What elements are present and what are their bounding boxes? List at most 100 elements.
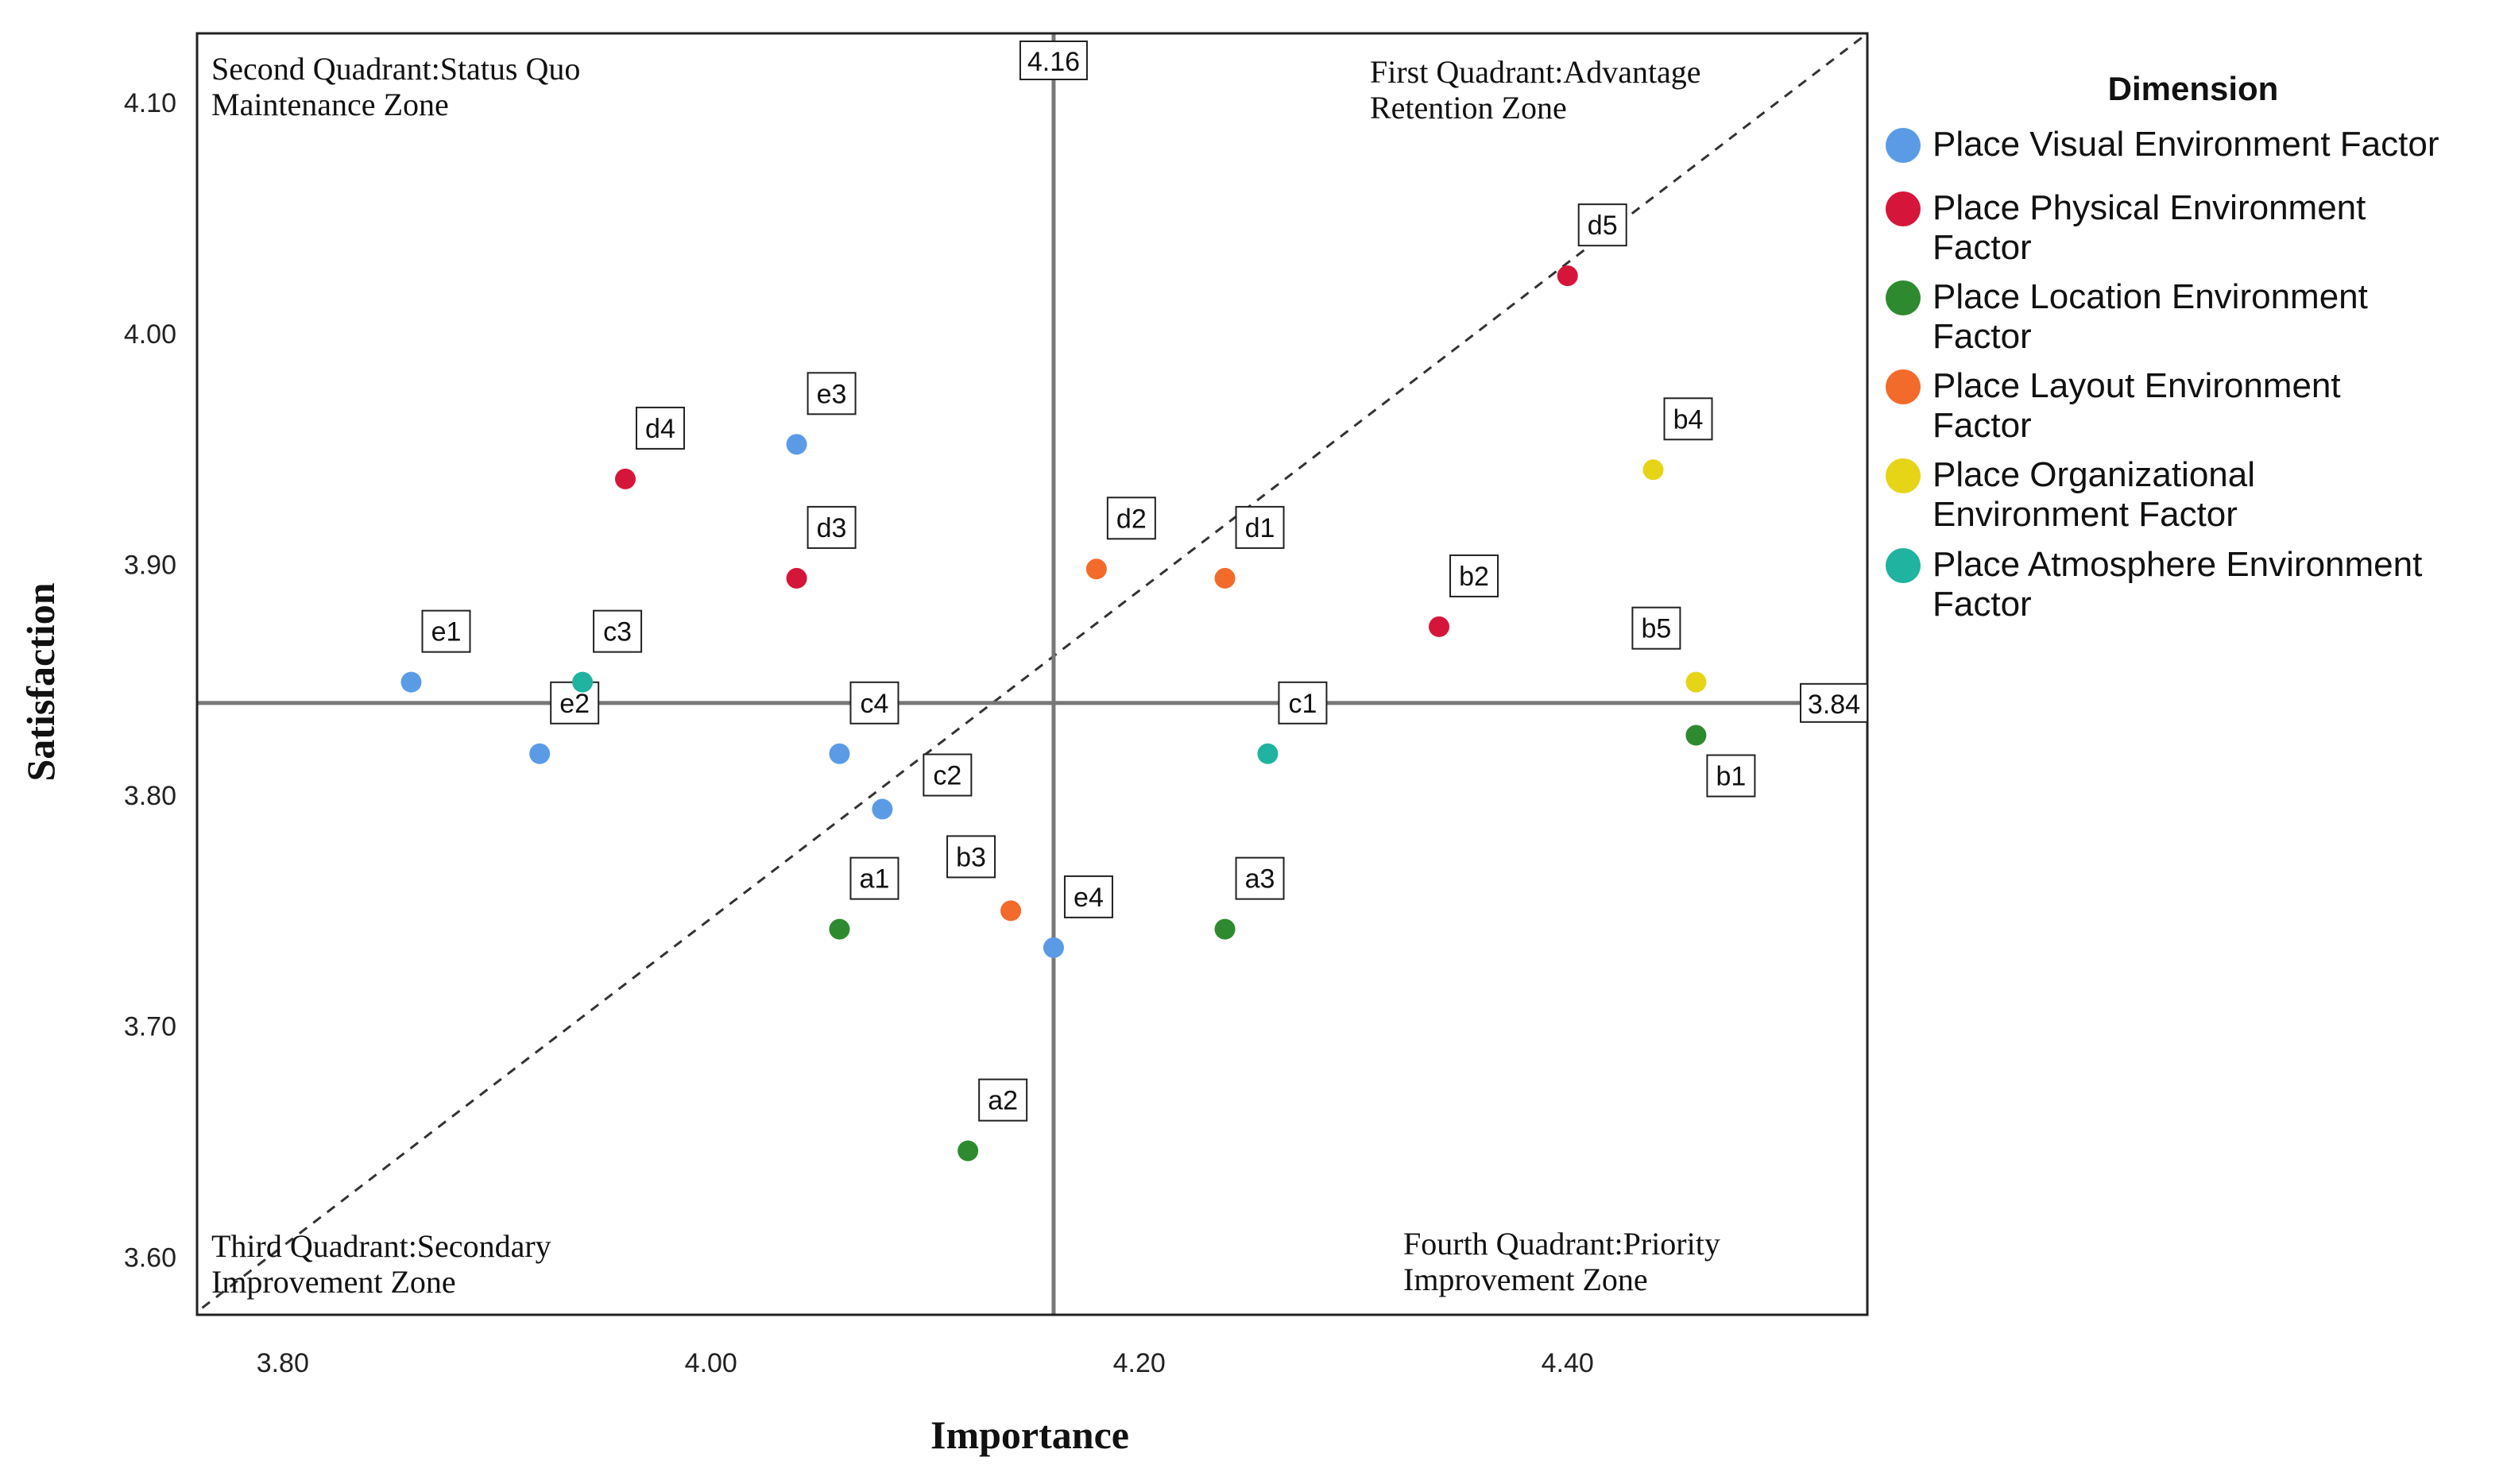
- point-label: b1: [1716, 762, 1746, 792]
- legend-entry-label: Place Location Environment: [1932, 277, 2368, 316]
- data-points-group: e1 e2 e3 c4 c2 e4 d4 d3 b2 d5 a1 a2 a3 b1 d2 d1 b3 b4 b5 c3…: [400, 203, 1756, 1161]
- legend-entry-label: Place Visual Environment Factor: [1932, 125, 2439, 164]
- point-label-box: [1063, 875, 1113, 918]
- data-point-marker: [1000, 900, 1022, 922]
- y-tick-label: 4.00: [124, 319, 176, 350]
- point-label: a2: [988, 1086, 1018, 1116]
- reference-value-labels: 4.16 3.84: [1019, 41, 1868, 723]
- point-label-box: [807, 372, 857, 415]
- point-label: a1: [860, 864, 890, 895]
- data-point-marker: [1043, 937, 1064, 958]
- data-point-marker: [400, 671, 422, 693]
- quadrant-label-line1: Second Quadrant:Status Quo: [211, 51, 580, 87]
- quadrant-label-line1: Third Quadrant:Secondary: [211, 1228, 551, 1264]
- legend-entry-label: Place Organizational: [1932, 455, 2255, 494]
- data-point-marker: [958, 1140, 979, 1161]
- x-axis-title: Importance: [930, 1413, 1129, 1457]
- legend-entry-label: Factor: [1932, 406, 2032, 445]
- y-tick-label: 4.10: [124, 88, 176, 118]
- point-label: e4: [1074, 883, 1104, 913]
- legend-marker: [1886, 548, 1921, 583]
- importance-mean-value: 4.16: [1027, 47, 1080, 77]
- point-label-box: [635, 406, 685, 450]
- legend-entry-label: Factor: [1932, 228, 2032, 267]
- point-label-box: [1449, 554, 1499, 597]
- x-tick-label: 4.20: [1113, 1348, 1166, 1378]
- data-point-marker: [1557, 265, 1578, 287]
- quadrant-reference-lines: [197, 33, 1867, 1315]
- legend-entry-label: Place Atmosphere Environment: [1932, 545, 2422, 584]
- point-label-box: [978, 1078, 1028, 1122]
- data-point-marker: [872, 798, 893, 820]
- data-point-marker: [529, 743, 551, 764]
- point-label: b4: [1673, 404, 1704, 435]
- quadrant-label-line1: Fourth Quadrant:Priority: [1403, 1226, 1720, 1262]
- point-label: e3: [817, 379, 847, 409]
- point-label-box: [849, 856, 900, 900]
- x-tick-label: 3.80: [257, 1348, 309, 1378]
- data-point-marker: [786, 434, 807, 455]
- quadrant-label-line2: Improvement Zone: [211, 1264, 456, 1300]
- point-label: c1: [1288, 689, 1317, 719]
- legend-marker: [1886, 128, 1921, 163]
- y-tick-label: 3.80: [124, 781, 176, 811]
- point-label: d5: [1588, 211, 1618, 241]
- diagonal-reference-group: [197, 33, 1867, 1314]
- data-point-marker: [614, 468, 636, 489]
- point-label-box: [1663, 397, 1713, 441]
- data-point-marker: [1685, 671, 1707, 693]
- legend-entry-label: Factor: [1932, 317, 2032, 356]
- point-label: b3: [956, 842, 986, 872]
- y-tick-label: 3.90: [124, 550, 176, 580]
- quadrant-label-line2: Improvement Zone: [1403, 1262, 1648, 1297]
- legend-marker: [1886, 458, 1921, 493]
- importance-mean-box: [1019, 41, 1088, 80]
- point-label: d2: [1116, 504, 1147, 534]
- legend-marker: [1886, 280, 1921, 315]
- point-label: b2: [1459, 562, 1489, 592]
- point-label-box: [807, 505, 857, 549]
- point-label: e2: [559, 689, 590, 719]
- point-label: a3: [1245, 864, 1275, 895]
- data-point-marker: [1214, 567, 1236, 589]
- point-label-box: [593, 609, 643, 653]
- point-label-box: [946, 835, 996, 879]
- point-label: c3: [603, 617, 632, 647]
- legend-entry-label: Factor: [1932, 585, 2032, 624]
- point-label-box: [421, 609, 471, 653]
- data-point-marker: [786, 567, 807, 589]
- quadrant-label-line2: Maintenance Zone: [211, 87, 449, 122]
- axis-ticks-group: 3.80 4.00 4.20 4.40 3.60 3.70 3.80 3.90 4.00 4.10: [124, 88, 1594, 1378]
- data-point-marker: [1214, 918, 1236, 940]
- legend-marker: [1886, 191, 1921, 226]
- point-label-box: [849, 681, 900, 725]
- legend-entry-label: Environment Factor: [1932, 495, 2238, 534]
- point-label-box: [1631, 606, 1681, 650]
- point-label-box: [550, 681, 600, 725]
- data-point-marker: [1257, 743, 1279, 764]
- point-label-box: [1706, 754, 1756, 798]
- legend-marker: [1886, 369, 1921, 404]
- point-label: e1: [431, 617, 462, 647]
- point-label-box: [1577, 203, 1627, 247]
- point-label-box: [923, 753, 973, 797]
- point-label: d3: [817, 513, 847, 543]
- legend-entry-label: Place Physical Environment: [1932, 188, 2366, 227]
- legend-title: Dimension: [2108, 70, 2279, 107]
- point-label: d1: [1245, 513, 1275, 543]
- point-label: d4: [645, 414, 675, 444]
- data-point-marker: [829, 918, 850, 940]
- point-label: c2: [933, 761, 961, 791]
- plot-frame-group: [195, 32, 1869, 1316]
- x-tick-label: 4.00: [685, 1348, 737, 1378]
- data-point-marker: [572, 671, 594, 693]
- legend-entry-label: Place Layout Environment: [1932, 366, 2341, 405]
- axis-titles-group: Importance Satisfaction: [18, 582, 1129, 1457]
- point-label-box: [1235, 505, 1285, 549]
- y-tick-label: 3.60: [124, 1242, 176, 1273]
- legend: Dimension Place Visual Environment Factor…: [1886, 70, 2439, 624]
- diagonal-dashed-line: [197, 33, 1867, 1314]
- y-tick-label: 3.70: [124, 1012, 176, 1042]
